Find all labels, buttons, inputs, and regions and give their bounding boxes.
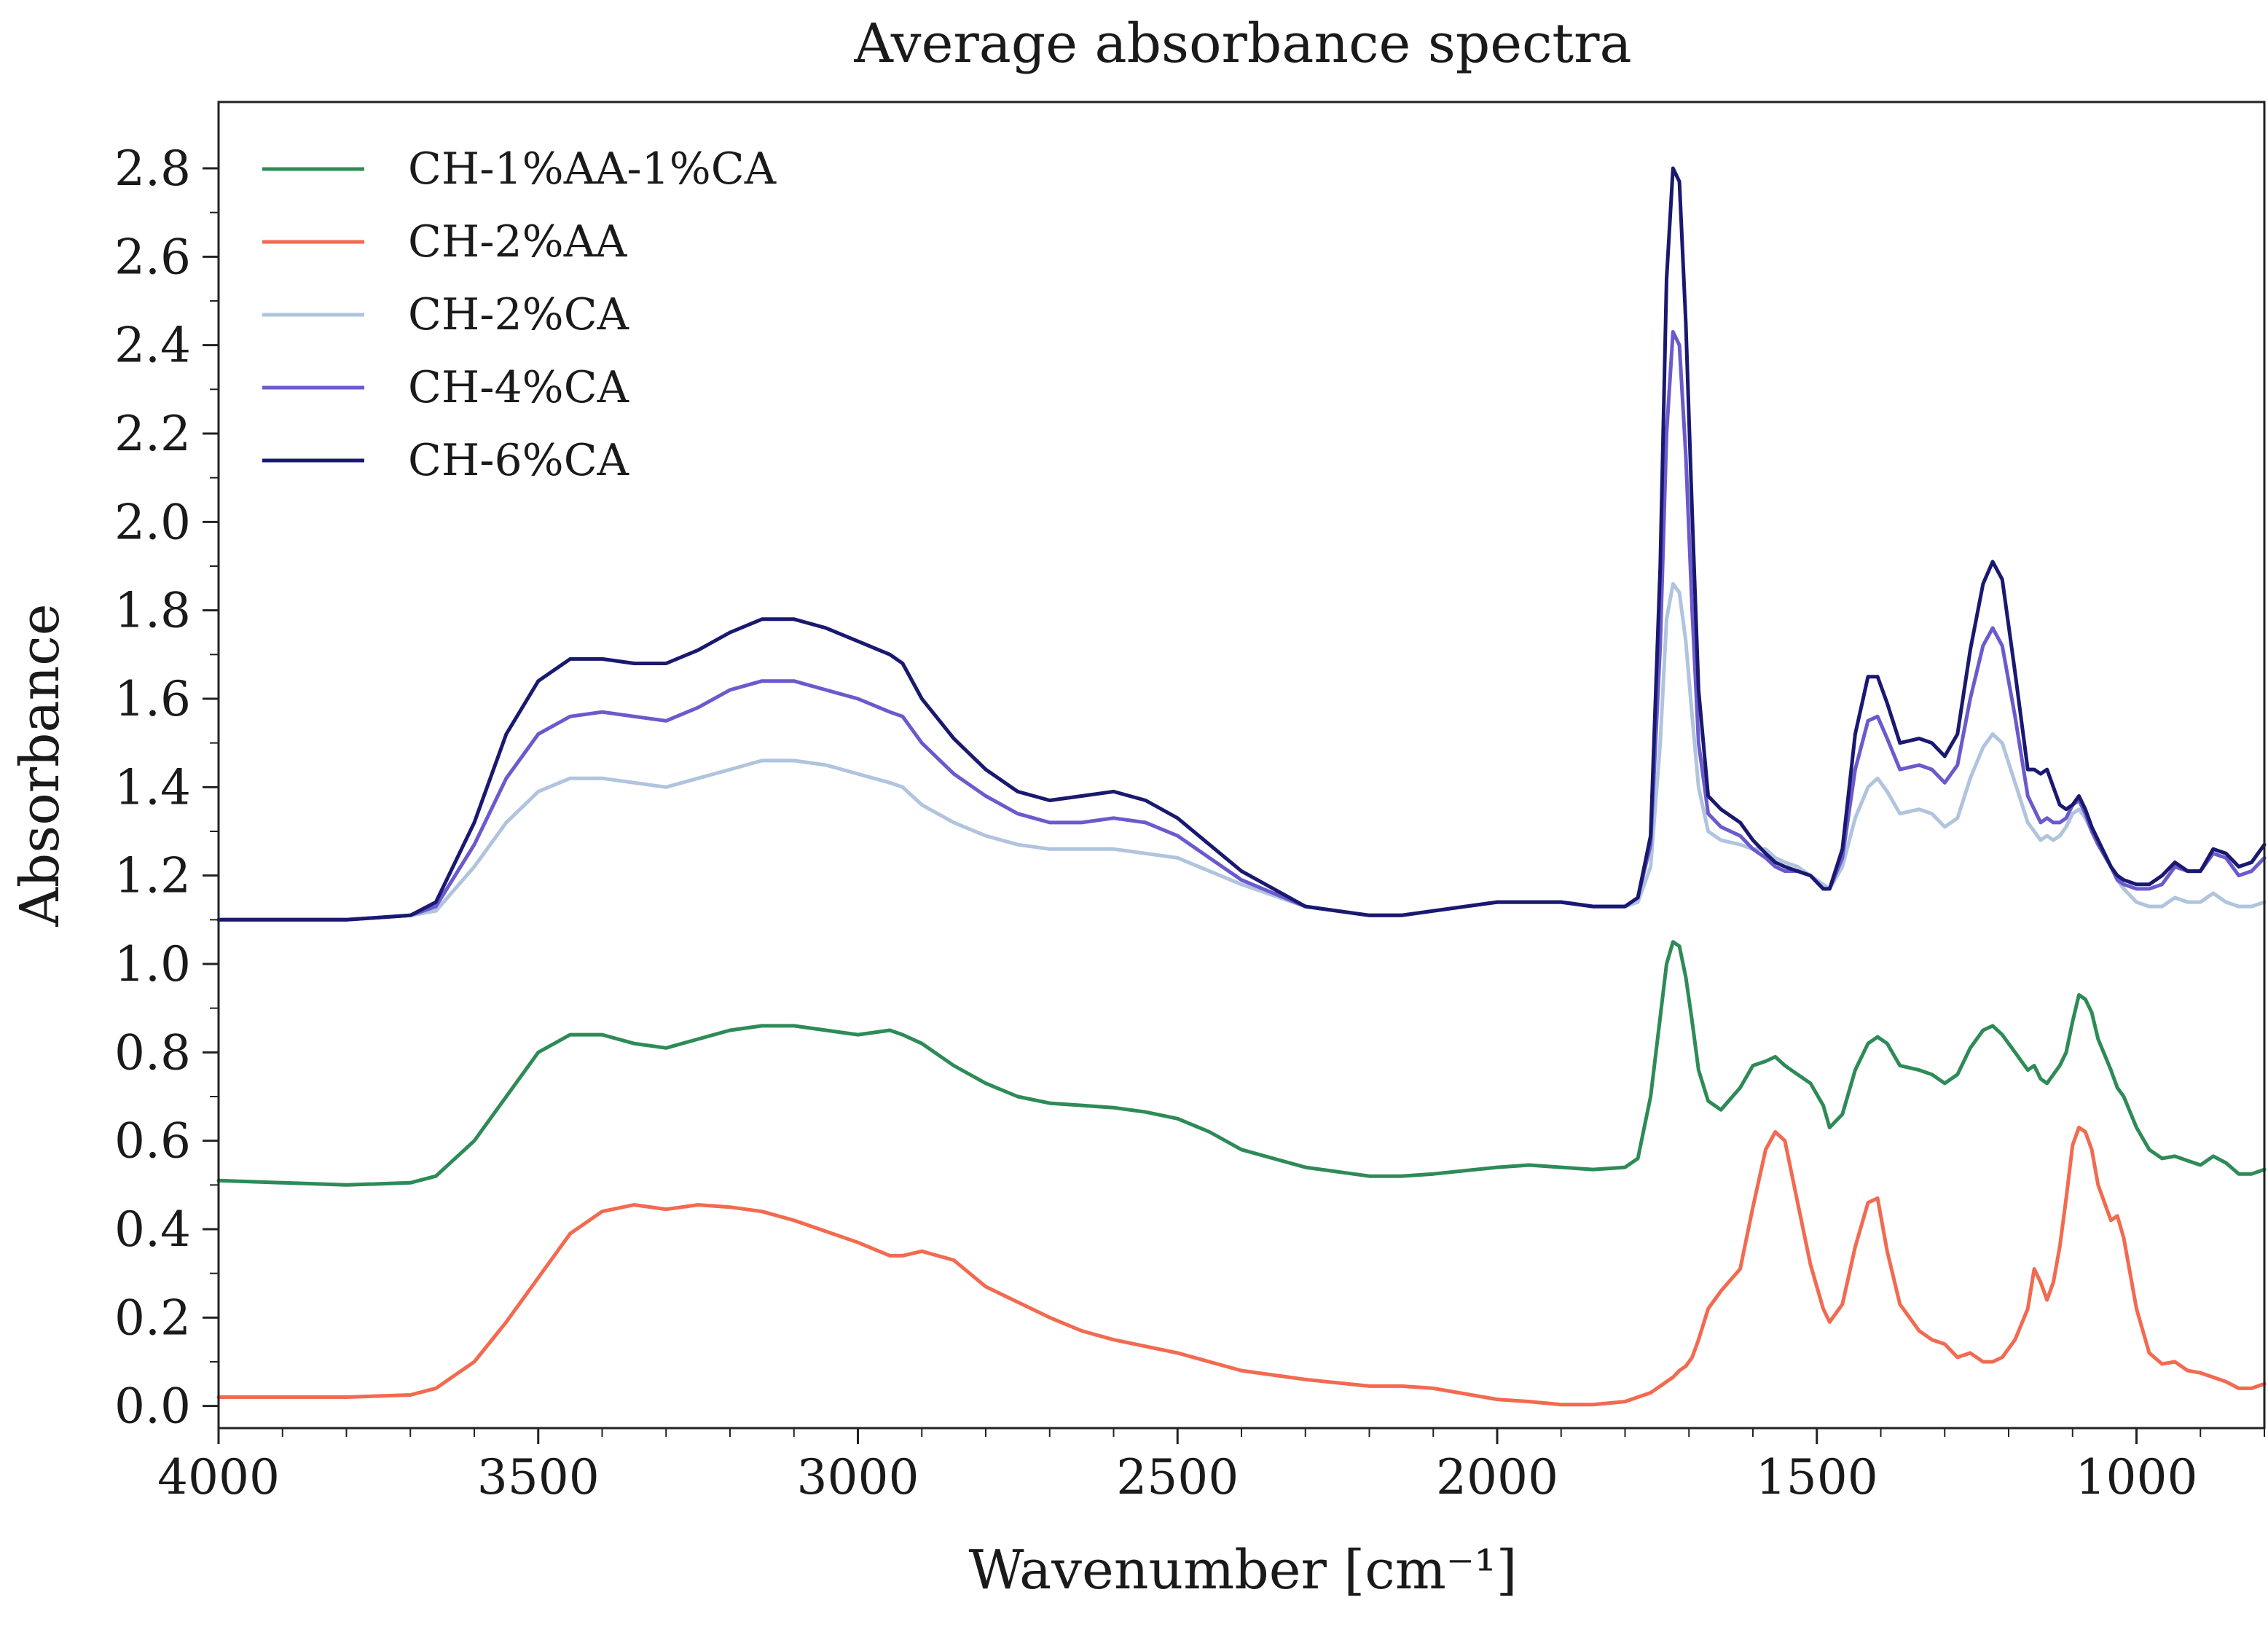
y-tick-label: 0.0 [114, 1379, 191, 1435]
y-tick-label: 0.4 [114, 1201, 191, 1258]
legend-label-4: CH-4%CA [408, 362, 629, 413]
x-tick-label: 2000 [1436, 1449, 1558, 1505]
legend-label-5: CH-6%CA [408, 435, 629, 486]
y-tick-label: 0.6 [114, 1113, 191, 1169]
x-tick-label: 4000 [157, 1449, 280, 1505]
series-line-2 [216, 1126, 2267, 1407]
legend-label-1: CH-1%AA-1%CA [408, 144, 777, 195]
y-axis: 0.0 0.2 0.4 0.6 0.8 1.0 1.2 1.4 1.6 1.8 2.0 2.2 2.4 2… [114, 141, 219, 1435]
y-tick-label: 1.2 [114, 848, 191, 904]
y-tick-label: 2.0 [114, 494, 191, 550]
x-tick-label: 3000 [797, 1449, 919, 1505]
y-tick-label: 2.6 [114, 229, 191, 285]
y-tick-label: 0.2 [114, 1290, 191, 1346]
series-line-1 [216, 940, 2267, 1187]
x-axis: 4000 3500 3000 2500 2000 1500 1000 [157, 1428, 2265, 1505]
y-tick-label: 1.0 [114, 936, 191, 992]
legend: CH-1%AA-1%CA CH-2%AA CH-2%CA CH-4%CA CH-6%CA [262, 144, 777, 486]
chart-title: Average absorbance spectra [853, 12, 1631, 75]
series-line-5 [216, 166, 2267, 922]
y-tick-label: 2.8 [114, 141, 191, 197]
series-line-4 [216, 330, 2267, 922]
legend-label-3: CH-2%CA [408, 289, 629, 340]
x-tick-label: 1000 [2076, 1449, 2198, 1505]
y-tick-label: 1.8 [114, 583, 191, 639]
y-tick-label: 0.8 [114, 1024, 191, 1081]
legend-label-2: CH-2%AA [408, 216, 627, 267]
y-tick-label: 2.4 [114, 318, 191, 374]
y-tick-label: 2.2 [114, 406, 191, 462]
y-axis-label: Absorbance [9, 603, 71, 927]
y-tick-label: 1.4 [114, 759, 191, 815]
series-layer [216, 166, 2267, 1407]
x-tick-label: 2500 [1116, 1449, 1239, 1505]
x-tick-label: 3500 [477, 1449, 600, 1505]
y-tick-label: 1.6 [114, 671, 191, 727]
x-tick-label: 1500 [1756, 1449, 1878, 1505]
x-axis-label: Wavenumber [cm⁻¹] [969, 1539, 1518, 1601]
series-line-3 [216, 581, 2267, 922]
